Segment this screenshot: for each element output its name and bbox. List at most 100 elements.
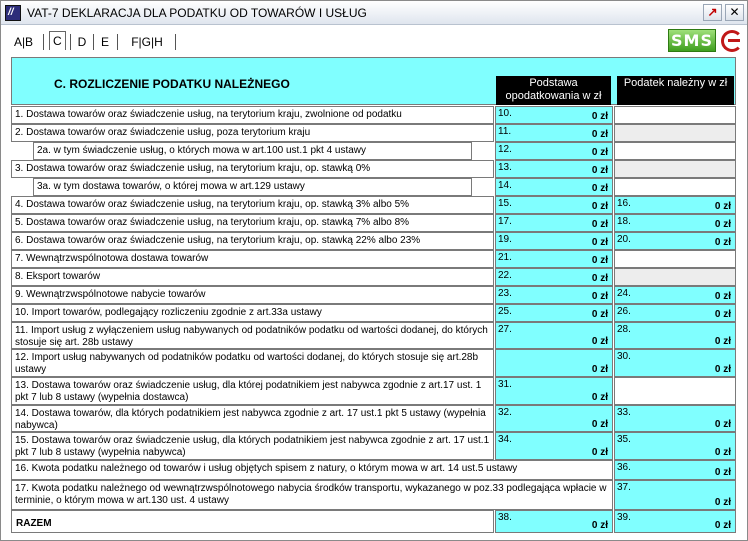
- tab-ab[interactable]: A|B: [13, 35, 34, 49]
- field-number: 24.: [617, 288, 631, 299]
- field-value: 0 zł: [591, 419, 608, 430]
- tax-field[interactable]: 36. 0 zł: [614, 460, 736, 480]
- section-c-panel: C. ROZLICZENIE PODATKU NALEŻNEGO Podstaw…: [11, 57, 736, 533]
- row-description: 1. Dostawa towarów oraz świadczenie usłu…: [11, 106, 494, 124]
- row-description: 16. Kwota podatku należnego od towarów i…: [11, 460, 613, 480]
- sms-button[interactable]: SMS: [668, 29, 716, 52]
- field-value: 0 zł: [591, 201, 608, 212]
- base-field[interactable]: 32. 0 zł: [495, 405, 613, 432]
- tax-field[interactable]: 18. 0 zł: [614, 214, 736, 232]
- field-value: 0 zł: [591, 111, 608, 122]
- row-description: 11. Import usług z wyłączeniem usług nab…: [11, 322, 494, 349]
- form-row: 3a. w tym dostawa towarów, o której mowa…: [11, 178, 736, 196]
- base-field[interactable]: 0 zł: [495, 349, 613, 377]
- close-button[interactable]: ✕: [725, 4, 744, 21]
- field-value: 0 zł: [591, 129, 608, 140]
- field-number: 22.: [498, 270, 512, 281]
- field-value: 0 zł: [714, 219, 731, 230]
- base-field[interactable]: 17. 0 zł: [495, 214, 613, 232]
- tax-field-empty: [614, 160, 736, 178]
- field-number: 19.: [498, 234, 512, 245]
- field-number: 18.: [617, 216, 631, 227]
- base-field[interactable]: 19. 0 zł: [495, 232, 613, 250]
- row-description: 8. Eksport towarów: [11, 268, 494, 286]
- tab-separator: [43, 34, 44, 50]
- tab-bar: A|B C D E F|G|H SMS: [1, 26, 747, 56]
- total-description: RAZEM: [11, 510, 494, 533]
- field-number: 39.: [617, 512, 631, 523]
- field-value: 0 zł: [591, 237, 608, 248]
- field-number: 38.: [498, 512, 512, 523]
- field-value: 0 zł: [591, 273, 608, 284]
- tax-field[interactable]: 35. 0 zł: [614, 432, 736, 460]
- base-field[interactable]: 34. 0 zł: [495, 432, 613, 460]
- row-description: 2. Dostawa towarów oraz świadczenie usłu…: [11, 124, 494, 142]
- field-value: 0 zł: [591, 147, 608, 158]
- tax-field[interactable]: 20. 0 zł: [614, 232, 736, 250]
- tax-field-empty: [614, 178, 736, 196]
- base-field[interactable]: 23. 0 zł: [495, 286, 613, 304]
- field-number: 13.: [498, 162, 512, 173]
- field-value: 0 zł: [714, 467, 731, 478]
- row-description: 5. Dostawa towarów oraz świadczenie usłu…: [11, 214, 494, 232]
- tax-field[interactable]: 28. 0 zł: [614, 322, 736, 349]
- form-row: 2. Dostawa towarów oraz świadczenie usłu…: [11, 124, 736, 142]
- total-base-field[interactable]: 38. 0 zł: [495, 510, 613, 533]
- field-number: 27.: [498, 324, 512, 335]
- field-number: 33.: [617, 407, 631, 418]
- refresh-button[interactable]: [720, 29, 744, 53]
- form-row: 5. Dostawa towarów oraz świadczenie usłu…: [11, 214, 736, 232]
- tab-d[interactable]: D: [77, 35, 87, 49]
- total-tax-field[interactable]: 39. 0 zł: [614, 510, 736, 533]
- form-row: 14. Dostawa towarów, dla których podatni…: [11, 405, 736, 432]
- base-field[interactable]: 15. 0 zł: [495, 196, 613, 214]
- row-description: 9. Wewnątrzwspólnotowe nabycie towarów: [11, 286, 494, 304]
- refresh-icon: [721, 30, 743, 52]
- tab-c[interactable]: C: [49, 31, 66, 50]
- field-number: 12.: [498, 144, 512, 155]
- tab-separator: [93, 34, 94, 50]
- field-number: 25.: [498, 306, 512, 317]
- base-field[interactable]: 12. 0 zł: [495, 142, 613, 160]
- field-value: 0 zł: [714, 520, 731, 531]
- section-header: C. ROZLICZENIE PODATKU NALEŻNEGO Podstaw…: [11, 57, 736, 105]
- close-icon: ✕: [729, 5, 740, 19]
- tax-field[interactable]: 33. 0 zł: [614, 405, 736, 432]
- row-description: 12. Import usług nabywanych od podatnikó…: [11, 349, 494, 377]
- field-number: 14.: [498, 180, 512, 191]
- tax-field[interactable]: 16. 0 zł: [614, 196, 736, 214]
- tab-fgh[interactable]: F|G|H: [131, 35, 163, 49]
- row-description: 14. Dostawa towarów, dla których podatni…: [11, 405, 494, 432]
- field-value: 0 zł: [714, 419, 731, 430]
- base-field[interactable]: 10. 0 zł: [495, 106, 613, 124]
- tab-e[interactable]: E: [100, 35, 109, 49]
- tax-field[interactable]: 26. 0 zł: [614, 304, 736, 322]
- base-field[interactable]: 21. 0 zł: [495, 250, 613, 268]
- tax-field[interactable]: 30. 0 zł: [614, 349, 736, 377]
- tab-separator: [175, 34, 176, 50]
- field-number: 23.: [498, 288, 512, 299]
- base-field[interactable]: 14. 0 zł: [495, 178, 613, 196]
- field-value: 0 zł: [591, 291, 608, 302]
- base-field[interactable]: 22. 0 zł: [495, 268, 613, 286]
- statistics-button[interactable]: ↗: [703, 4, 722, 21]
- row-description: 7. Wewnątrzwspólnotowa dostawa towarów: [11, 250, 494, 268]
- tax-field-empty: [614, 142, 736, 160]
- field-number: 35.: [617, 434, 631, 445]
- row-description: 3. Dostawa towarów oraz świadczenie usłu…: [11, 160, 494, 178]
- base-field[interactable]: 13. 0 zł: [495, 160, 613, 178]
- field-number: 28.: [617, 324, 631, 335]
- row-description: 17. Kwota podatku należnego od wewnątrzw…: [11, 480, 613, 510]
- tab-separator: [70, 34, 71, 50]
- base-field[interactable]: 25. 0 zł: [495, 304, 613, 322]
- field-value: 0 zł: [714, 447, 731, 458]
- field-value: 0 zł: [591, 255, 608, 266]
- tax-field[interactable]: 24. 0 zł: [614, 286, 736, 304]
- field-number: 37.: [617, 482, 631, 493]
- base-field[interactable]: 31. 0 zł: [495, 377, 613, 405]
- field-number: 17.: [498, 216, 512, 227]
- tax-field[interactable]: 37. 0 zł: [614, 480, 736, 510]
- tax-field-empty: [614, 268, 736, 286]
- base-field[interactable]: 11. 0 zł: [495, 124, 613, 142]
- base-field[interactable]: 27. 0 zł: [495, 322, 613, 349]
